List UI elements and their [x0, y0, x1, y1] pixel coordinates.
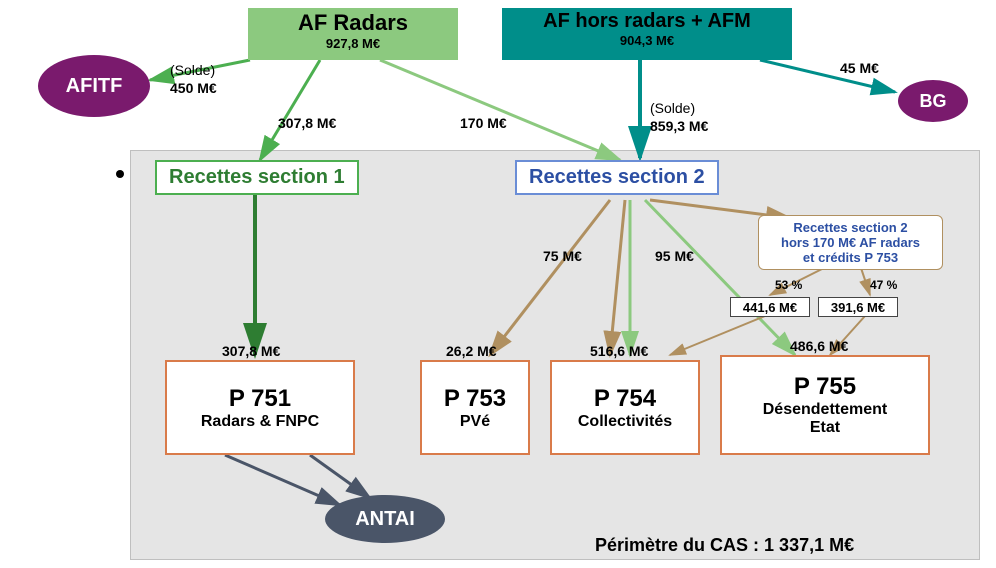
p751-box: P 751 Radars & FNPC [165, 360, 355, 455]
label-pct47: 47 % [870, 278, 897, 292]
p755-title: P 755 [722, 373, 928, 401]
label-307b: 307,8 M€ [222, 343, 280, 359]
af-hors-amount: 904,3 M€ [502, 33, 792, 48]
label-262: 26,2 M€ [446, 343, 497, 359]
note-line-1: Recettes section 2 [763, 220, 938, 235]
p753-sub: PVé [422, 413, 528, 431]
label-75: 75 M€ [543, 248, 582, 264]
p753-title: P 753 [422, 385, 528, 413]
antai-ellipse: ANTAI [325, 495, 445, 543]
label-solde1v: 450 M€ [170, 80, 217, 96]
note-recettes-s2-hors: Recettes section 2 hors 170 M€ AF radars… [758, 215, 943, 270]
box-441: 441,6 M€ [730, 297, 810, 317]
p755-sub2: Etat [722, 419, 928, 437]
box-391: 391,6 M€ [818, 297, 898, 317]
label-5166: 516,6 M€ [590, 343, 648, 359]
bullet-marker [116, 170, 124, 178]
label-45: 45 M€ [840, 60, 879, 76]
p755-box: P 755 Désendettement Etat [720, 355, 930, 455]
p755-sub1: Désendettement [722, 401, 928, 419]
perimeter-label: Périmètre du CAS : 1 337,1 M€ [595, 535, 854, 556]
af-hors-title: AF hors radars + AFM [502, 8, 792, 33]
note-line-2: hors 170 M€ AF radars [763, 235, 938, 250]
p751-title: P 751 [167, 385, 353, 413]
af-radars-amount: 927,8 M€ [248, 36, 458, 51]
label-solde2: (Solde) [650, 100, 695, 116]
bg-ellipse: BG [898, 80, 968, 122]
label-solde2v: 859,3 M€ [650, 118, 708, 134]
label-4866: 486,6 M€ [790, 338, 848, 354]
label-307a: 307,8 M€ [278, 115, 336, 131]
p753-box: P 753 PVé [420, 360, 530, 455]
label-pct53: 53 % [775, 278, 802, 292]
p754-title: P 754 [552, 385, 698, 413]
label-solde1: (Solde) [170, 62, 215, 78]
p754-sub: Collectivités [552, 413, 698, 431]
afitf-ellipse: AFITF [38, 55, 150, 117]
af-radars-title: AF Radars [248, 8, 458, 36]
recettes-section-2: Recettes section 2 [515, 160, 719, 195]
p751-sub: Radars & FNPC [167, 413, 353, 431]
af-radars-box: AF Radars 927,8 M€ [248, 8, 458, 60]
p754-box: P 754 Collectivités [550, 360, 700, 455]
af-hors-box: AF hors radars + AFM 904,3 M€ [502, 8, 792, 60]
recettes-section-1: Recettes section 1 [155, 160, 359, 195]
label-170: 170 M€ [460, 115, 507, 131]
note-line-3: et crédits P 753 [763, 250, 938, 265]
label-95: 95 M€ [655, 248, 694, 264]
